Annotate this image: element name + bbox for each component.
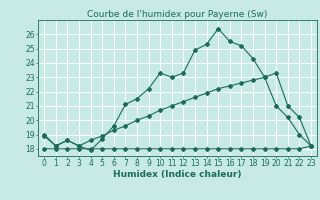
X-axis label: Humidex (Indice chaleur): Humidex (Indice chaleur): [113, 170, 242, 179]
Title: Courbe de l'humidex pour Payerne (Sw): Courbe de l'humidex pour Payerne (Sw): [87, 10, 268, 19]
